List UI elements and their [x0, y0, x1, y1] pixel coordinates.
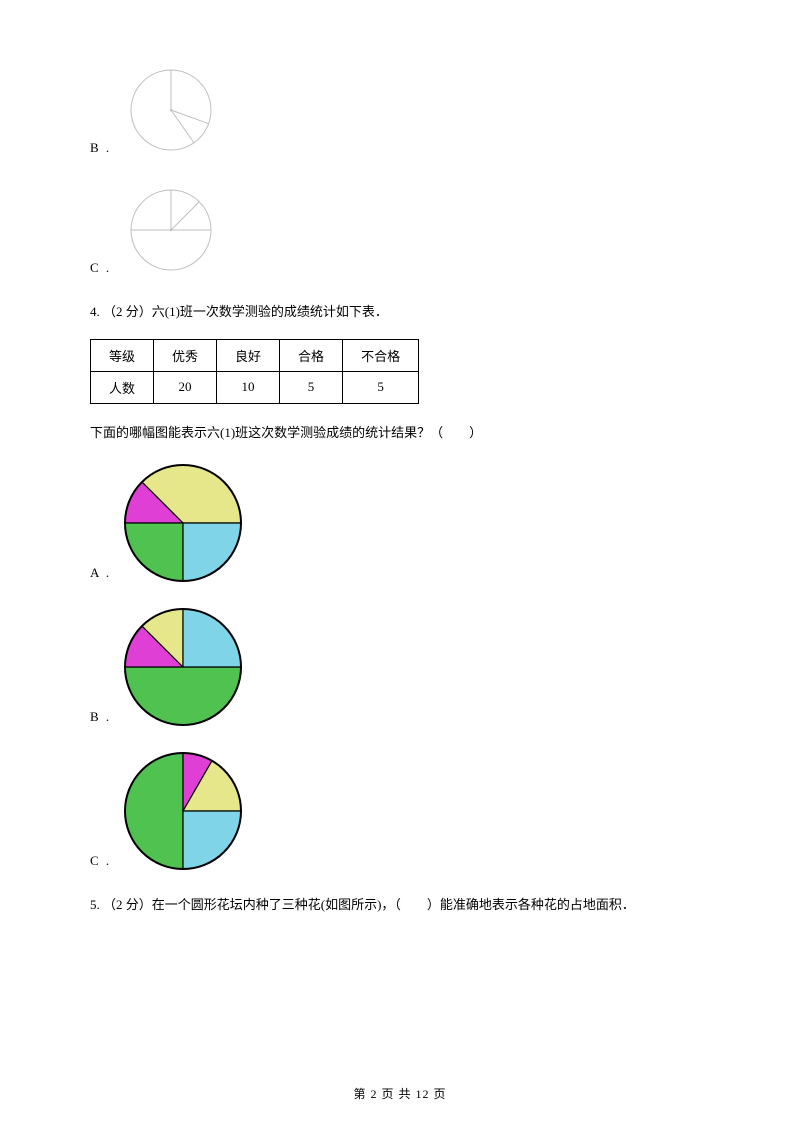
pie-chart-c — [121, 749, 245, 873]
option-c-label: C . — [90, 260, 111, 276]
table-data-row: 人数 20 10 5 5 — [91, 371, 419, 403]
th-good: 良好 — [217, 339, 280, 371]
th-excellent: 优秀 — [154, 339, 217, 371]
pie-chart-a — [121, 461, 245, 585]
question-4-subtext: 下面的哪幅图能表示六(1)班这次数学测验成绩的统计结果？（ ） — [90, 422, 710, 441]
td-pass: 5 — [280, 371, 343, 403]
option-a-2: A . — [90, 461, 710, 585]
page-footer: 第 2 页 共 12 页 — [0, 1085, 800, 1102]
score-table: 等级 优秀 良好 合格 不合格 人数 20 10 5 5 — [90, 339, 419, 404]
td-fail: 5 — [343, 371, 419, 403]
th-grade: 等级 — [91, 339, 154, 371]
option-b2-label: B . — [90, 709, 111, 725]
td-count-label: 人数 — [91, 371, 154, 403]
td-good: 10 — [217, 371, 280, 403]
option-c-2: C . — [90, 749, 710, 873]
option-c2-label: C . — [90, 853, 111, 869]
outline-pie-b — [121, 60, 221, 160]
option-b-1: B . — [90, 60, 710, 160]
page: B . C . 4. （2 分）六(1)班一次数学测验的成绩统计如下表． 等级 … — [0, 0, 800, 1132]
option-b-label: B . — [90, 140, 111, 156]
td-excellent: 20 — [154, 371, 217, 403]
option-b-2: B . — [90, 605, 710, 729]
question-5-text: 5. （2 分）在一个圆形花坛内种了三种花(如图所示)，（ ）能准确地表示各种花… — [90, 895, 710, 916]
outline-pie-c — [121, 180, 221, 280]
pie-chart-b — [121, 605, 245, 729]
question-4-text: 4. （2 分）六(1)班一次数学测验的成绩统计如下表． — [90, 302, 710, 323]
th-pass: 合格 — [280, 339, 343, 371]
th-fail: 不合格 — [343, 339, 419, 371]
table-header-row: 等级 优秀 良好 合格 不合格 — [91, 339, 419, 371]
option-a2-label: A . — [90, 565, 111, 581]
option-c-1: C . — [90, 180, 710, 280]
